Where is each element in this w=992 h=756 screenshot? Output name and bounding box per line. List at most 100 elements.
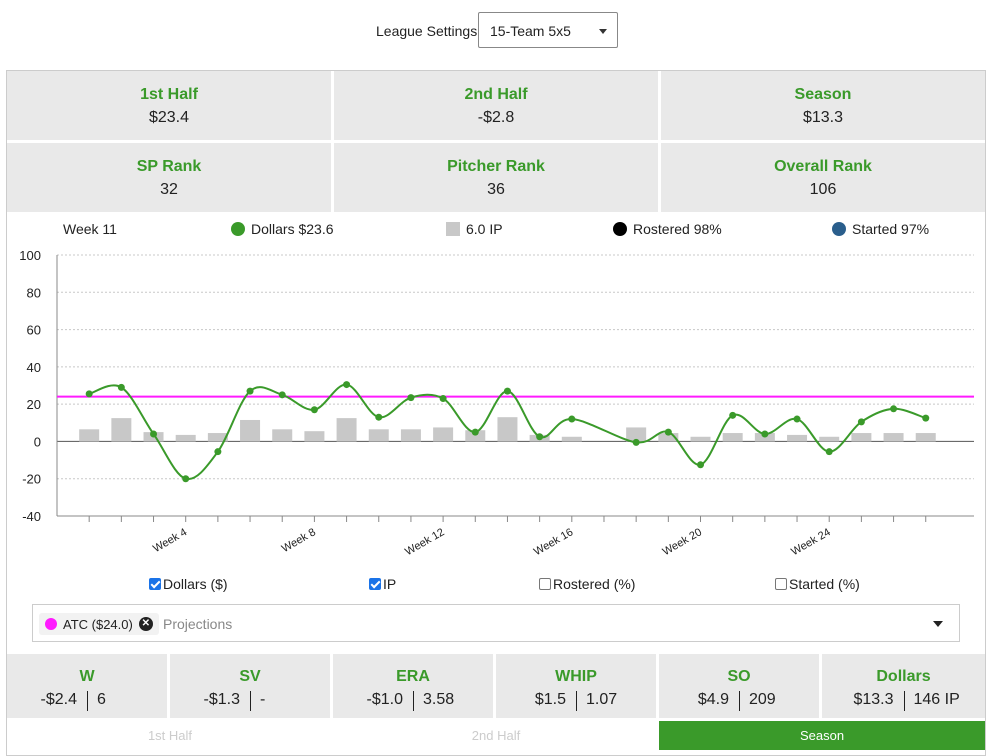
- category-stat: 146 IP: [913, 691, 960, 708]
- y-tick-label: -20: [22, 472, 41, 487]
- legend-ip: 6.0 IP: [446, 221, 503, 237]
- y-tick-label: 100: [19, 248, 41, 263]
- toggle-dollars[interactable]: Dollars ($): [149, 576, 228, 592]
- chart-legend: Week 11 Dollars $23.6 6.0 IP Rostered 98…: [7, 219, 985, 241]
- dollars-point: [182, 475, 190, 483]
- summary-value: 106: [809, 181, 837, 198]
- ip-bar: [400, 429, 421, 442]
- dollars-point: [407, 394, 415, 402]
- legend-started-label: Started 97%: [852, 221, 930, 237]
- category-label: Dollars: [876, 668, 931, 685]
- dollars-point: [664, 428, 672, 436]
- summary-first-half: 1st Half $23.4: [7, 71, 331, 140]
- blue-dot-icon: [832, 222, 846, 236]
- y-tick-label: 60: [27, 323, 41, 338]
- summary-label: SP Rank: [136, 158, 202, 175]
- category-dollars: Dollars $13.3 146 IP: [822, 654, 985, 718]
- toggle-rostered[interactable]: Rostered (%): [539, 576, 635, 592]
- league-settings: League Settings 15-Team 5x5: [0, 12, 992, 50]
- y-tick-label: 80: [27, 285, 41, 300]
- summary-label: Season: [794, 86, 852, 103]
- summary-season: Season $13.3: [661, 71, 985, 140]
- league-settings-select[interactable]: 15-Team 5x5: [478, 12, 618, 48]
- category-label: SO: [727, 668, 751, 685]
- ip-bar: [819, 436, 840, 442]
- checkbox-icon[interactable]: [539, 578, 551, 590]
- ip-bar: [111, 418, 132, 442]
- ip-bar: [915, 433, 936, 442]
- ip-bar: [207, 433, 228, 442]
- dollars-point: [632, 438, 640, 446]
- toggle-label: Dollars ($): [163, 576, 228, 592]
- legend-ip-label: 6.0 IP: [466, 221, 503, 237]
- ip-bar: [272, 429, 293, 442]
- summary-label: 2nd Half: [464, 86, 528, 103]
- ip-bar: [690, 436, 711, 442]
- checkbox-checked-icon[interactable]: [369, 578, 381, 590]
- dollars-point: [568, 415, 576, 423]
- checkbox-checked-icon[interactable]: [149, 578, 161, 590]
- dollars-line: [88, 383, 927, 480]
- dollars-point: [890, 405, 898, 413]
- divider: [250, 691, 251, 711]
- projection-tag-label: ATC ($24.0): [63, 616, 133, 632]
- dollars-point: [503, 387, 511, 395]
- dollars-point: [85, 390, 93, 398]
- summary-label: Pitcher Rank: [447, 158, 545, 175]
- legend-week: Week 11: [63, 221, 117, 237]
- dollars-point: [310, 406, 318, 414]
- legend-week-label: Week 11: [63, 221, 117, 237]
- category-stat: 1.07: [586, 691, 618, 708]
- category-dollars: -$1.3: [203, 691, 240, 708]
- dollars-point: [825, 448, 833, 456]
- category-label: WHIP: [555, 668, 597, 685]
- category-dollars: -$1.0: [366, 691, 403, 708]
- toggle-started[interactable]: Started (%): [775, 576, 860, 592]
- tab-first-half[interactable]: 1st Half: [147, 728, 193, 743]
- ip-bar: [304, 431, 325, 442]
- divider: [87, 691, 88, 711]
- dollars-point: [343, 381, 351, 389]
- ip-bar: [722, 433, 743, 442]
- category-dollars-value: $13.3: [853, 691, 894, 708]
- toggle-label: IP: [383, 576, 397, 592]
- chevron-down-icon: [599, 29, 607, 34]
- league-settings-value: 15-Team 5x5: [490, 23, 571, 39]
- chevron-down-icon[interactable]: [933, 621, 943, 627]
- summary-sp-rank: SP Rank 32: [7, 143, 331, 212]
- projections-select[interactable]: ATC ($24.0) ✕ Projections: [32, 604, 960, 642]
- category-label: SV: [239, 668, 261, 685]
- ip-bar: [658, 433, 679, 442]
- summary-value: -$2.8: [477, 109, 515, 126]
- toggle-ip[interactable]: IP: [369, 576, 396, 592]
- close-icon[interactable]: ✕: [138, 617, 153, 631]
- ip-bar: [433, 427, 454, 442]
- dollars-point: [793, 415, 801, 423]
- divider: [413, 691, 414, 711]
- y-tick-label: -40: [22, 509, 41, 524]
- ip-bar: [336, 418, 357, 442]
- category-w: W -$2.4 6: [7, 654, 167, 718]
- ip-bar: [497, 417, 518, 442]
- x-tick-label: Week 12: [403, 526, 446, 558]
- summary-label: Overall Rank: [774, 158, 872, 175]
- checkbox-icon[interactable]: [775, 578, 787, 590]
- tab-season[interactable]: Season: [659, 721, 985, 750]
- x-tick-label: Week 24: [789, 526, 832, 558]
- tab-second-half[interactable]: 2nd Half: [471, 728, 521, 743]
- summary-value: 36: [487, 181, 505, 198]
- x-tick-label: Week 20: [661, 526, 704, 558]
- legend-dollars-label: Dollars $23.6: [251, 221, 334, 237]
- category-dollars: -$2.4: [40, 691, 77, 708]
- magenta-dot-icon: [45, 618, 57, 630]
- dollars-point: [214, 448, 222, 456]
- summary-value: $13.3: [802, 109, 844, 126]
- black-dot-icon: [613, 222, 627, 236]
- summary-value: $23.4: [148, 109, 190, 126]
- category-label: ERA: [396, 668, 430, 685]
- y-tick-label: 20: [27, 397, 41, 412]
- dollars-point: [761, 430, 769, 438]
- summary-overall-rank: Overall Rank 106: [661, 143, 985, 212]
- category-era: ERA -$1.0 3.58: [333, 654, 493, 718]
- dollars-point: [857, 418, 865, 426]
